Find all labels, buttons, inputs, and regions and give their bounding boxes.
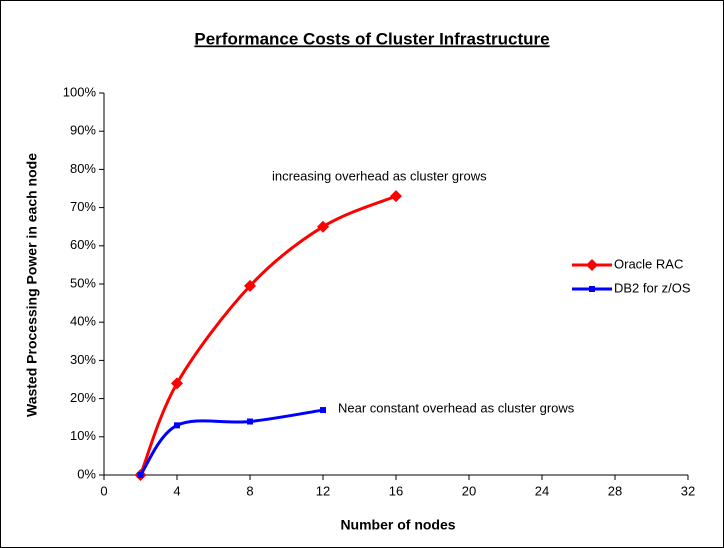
- marker: [171, 377, 183, 390]
- x-tick-label: 32: [681, 483, 695, 498]
- legend-label: Oracle RAC: [614, 256, 683, 271]
- legend-label: DB2 for z/OS: [614, 280, 691, 295]
- x-axis-label: Number of nodes: [340, 517, 455, 533]
- y-tick-label: 80%: [70, 161, 96, 176]
- line: [139, 194, 397, 476]
- y-tick-label: 40%: [70, 314, 96, 329]
- y-tick-label: 10%: [70, 428, 96, 443]
- marker: [589, 286, 595, 292]
- marker: [174, 422, 180, 429]
- y-axis-label: Wasted Processing Power in each node: [24, 153, 40, 417]
- marker: [247, 418, 253, 425]
- marker: [320, 407, 326, 414]
- y-tick-label: 60%: [70, 237, 96, 252]
- y-tick-label: 20%: [70, 390, 96, 405]
- x-tick-label: 20: [462, 483, 476, 498]
- x-tick-label: 28: [608, 483, 622, 498]
- y-tick-label: 30%: [70, 352, 96, 367]
- y-tick-label: 90%: [70, 123, 96, 138]
- annotation: increasing overhead as cluster grows: [272, 168, 487, 183]
- x-tick-label: 4: [173, 483, 180, 498]
- y-tick-label: 70%: [70, 199, 96, 214]
- x-tick-label: 12: [316, 483, 330, 498]
- marker: [317, 220, 329, 233]
- x-tick-label: 0: [100, 483, 107, 498]
- x-tick-label: 24: [535, 483, 549, 498]
- x-tick-label: 8: [246, 483, 253, 498]
- marker: [586, 259, 598, 271]
- marker: [244, 279, 256, 292]
- y-tick-label: 100%: [63, 84, 97, 99]
- annotation: Near constant overhead as cluster grows: [338, 400, 575, 415]
- chart-title: Performance Costs of Cluster Infrastruct…: [194, 29, 549, 48]
- line: [139, 408, 324, 476]
- y-tick-label: 50%: [70, 275, 96, 290]
- marker: [137, 472, 144, 478]
- x-tick-label: 16: [389, 483, 403, 498]
- marker: [390, 190, 402, 203]
- y-tick-label: 0%: [77, 466, 96, 481]
